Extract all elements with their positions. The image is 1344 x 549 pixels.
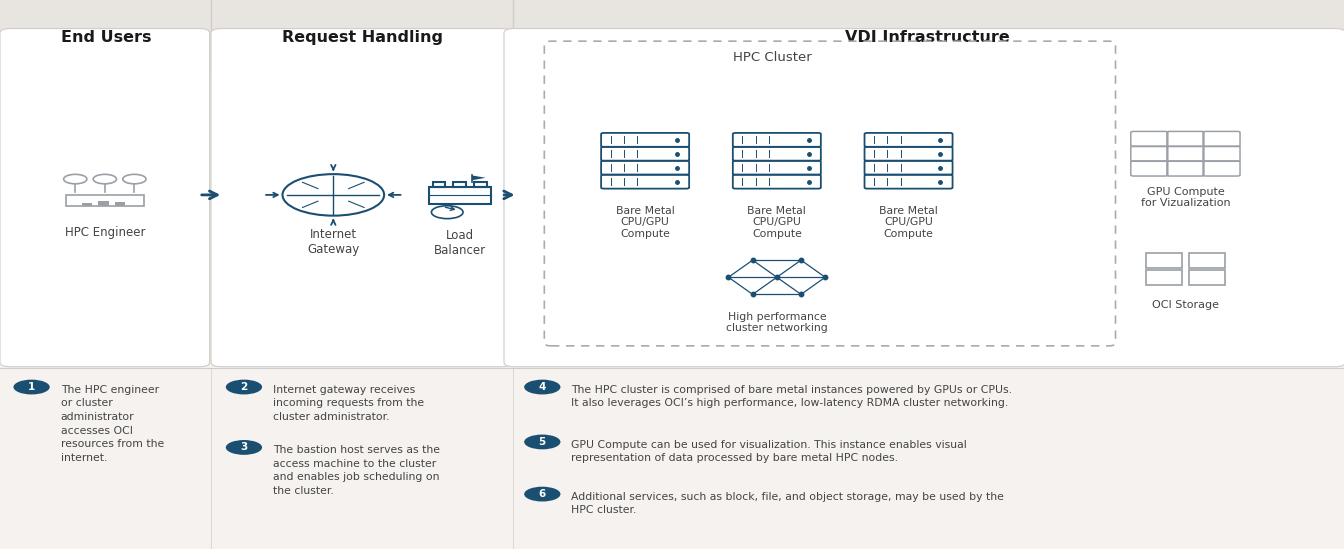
Bar (66, 195, 144, 206)
Text: End Users: End Users (60, 30, 152, 44)
Text: GPU Compute can be used for visualization. This instance enables visual
represen: GPU Compute can be used for visualizatio… (571, 440, 968, 463)
FancyBboxPatch shape (0, 29, 210, 367)
Text: 2: 2 (241, 382, 247, 392)
FancyBboxPatch shape (504, 29, 1344, 367)
Circle shape (226, 380, 262, 394)
Bar (98, 201, 109, 206)
Text: VDI Infrastructure: VDI Infrastructure (845, 30, 1009, 44)
Text: 4: 4 (539, 382, 546, 392)
Text: Internet gateway receives
incoming requests from the
cluster administrator.: Internet gateway receives incoming reque… (273, 385, 425, 422)
Text: 6: 6 (539, 489, 546, 499)
Text: Request Handling: Request Handling (282, 30, 444, 44)
Text: 5: 5 (539, 437, 546, 447)
Text: Internet
Gateway: Internet Gateway (308, 228, 359, 256)
Text: Load
Balancer: Load Balancer (434, 229, 485, 257)
Text: High performance
cluster networking: High performance cluster networking (726, 312, 828, 333)
Bar (453, 182, 466, 187)
Circle shape (524, 486, 560, 502)
Polygon shape (472, 176, 485, 180)
Bar (433, 182, 445, 187)
Text: Bare Metal
CPU/GPU
Compute: Bare Metal CPU/GPU Compute (616, 206, 675, 239)
Text: Additional services, such as block, file, and object storage, may be used by the: Additional services, such as block, file… (571, 492, 1004, 516)
Bar (82, 203, 91, 206)
Text: HPC Engineer: HPC Engineer (65, 226, 145, 239)
Bar (474, 182, 487, 187)
Text: 3: 3 (241, 442, 247, 452)
Bar (1188, 270, 1226, 285)
Bar (1188, 253, 1226, 268)
Circle shape (13, 380, 50, 394)
Text: The HPC cluster is comprised of bare metal instances powered by GPUs or CPUs.
It: The HPC cluster is comprised of bare met… (571, 385, 1012, 408)
Text: HPC Cluster: HPC Cluster (734, 51, 812, 64)
Text: The HPC engineer
or cluster
administrator
accesses OCI
resources from the
intern: The HPC engineer or cluster administrato… (60, 385, 164, 463)
Text: The bastion host serves as the
access machine to the cluster
and enables job sch: The bastion host serves as the access ma… (273, 445, 439, 496)
Bar (1145, 253, 1183, 268)
Circle shape (524, 435, 560, 449)
Text: GPU Compute
for Vizualization: GPU Compute for Vizualization (1141, 187, 1230, 208)
Text: 1: 1 (28, 382, 35, 392)
Bar (116, 202, 125, 206)
Bar (1145, 270, 1183, 285)
Bar (429, 187, 491, 204)
FancyBboxPatch shape (211, 29, 512, 367)
Circle shape (524, 380, 560, 394)
Circle shape (226, 440, 262, 455)
Bar (0, 0, 1344, 74)
Text: OCI Storage: OCI Storage (1152, 300, 1219, 310)
Text: Bare Metal
CPU/GPU
Compute: Bare Metal CPU/GPU Compute (747, 206, 806, 239)
Text: Bare Metal
CPU/GPU
Compute: Bare Metal CPU/GPU Compute (879, 206, 938, 239)
